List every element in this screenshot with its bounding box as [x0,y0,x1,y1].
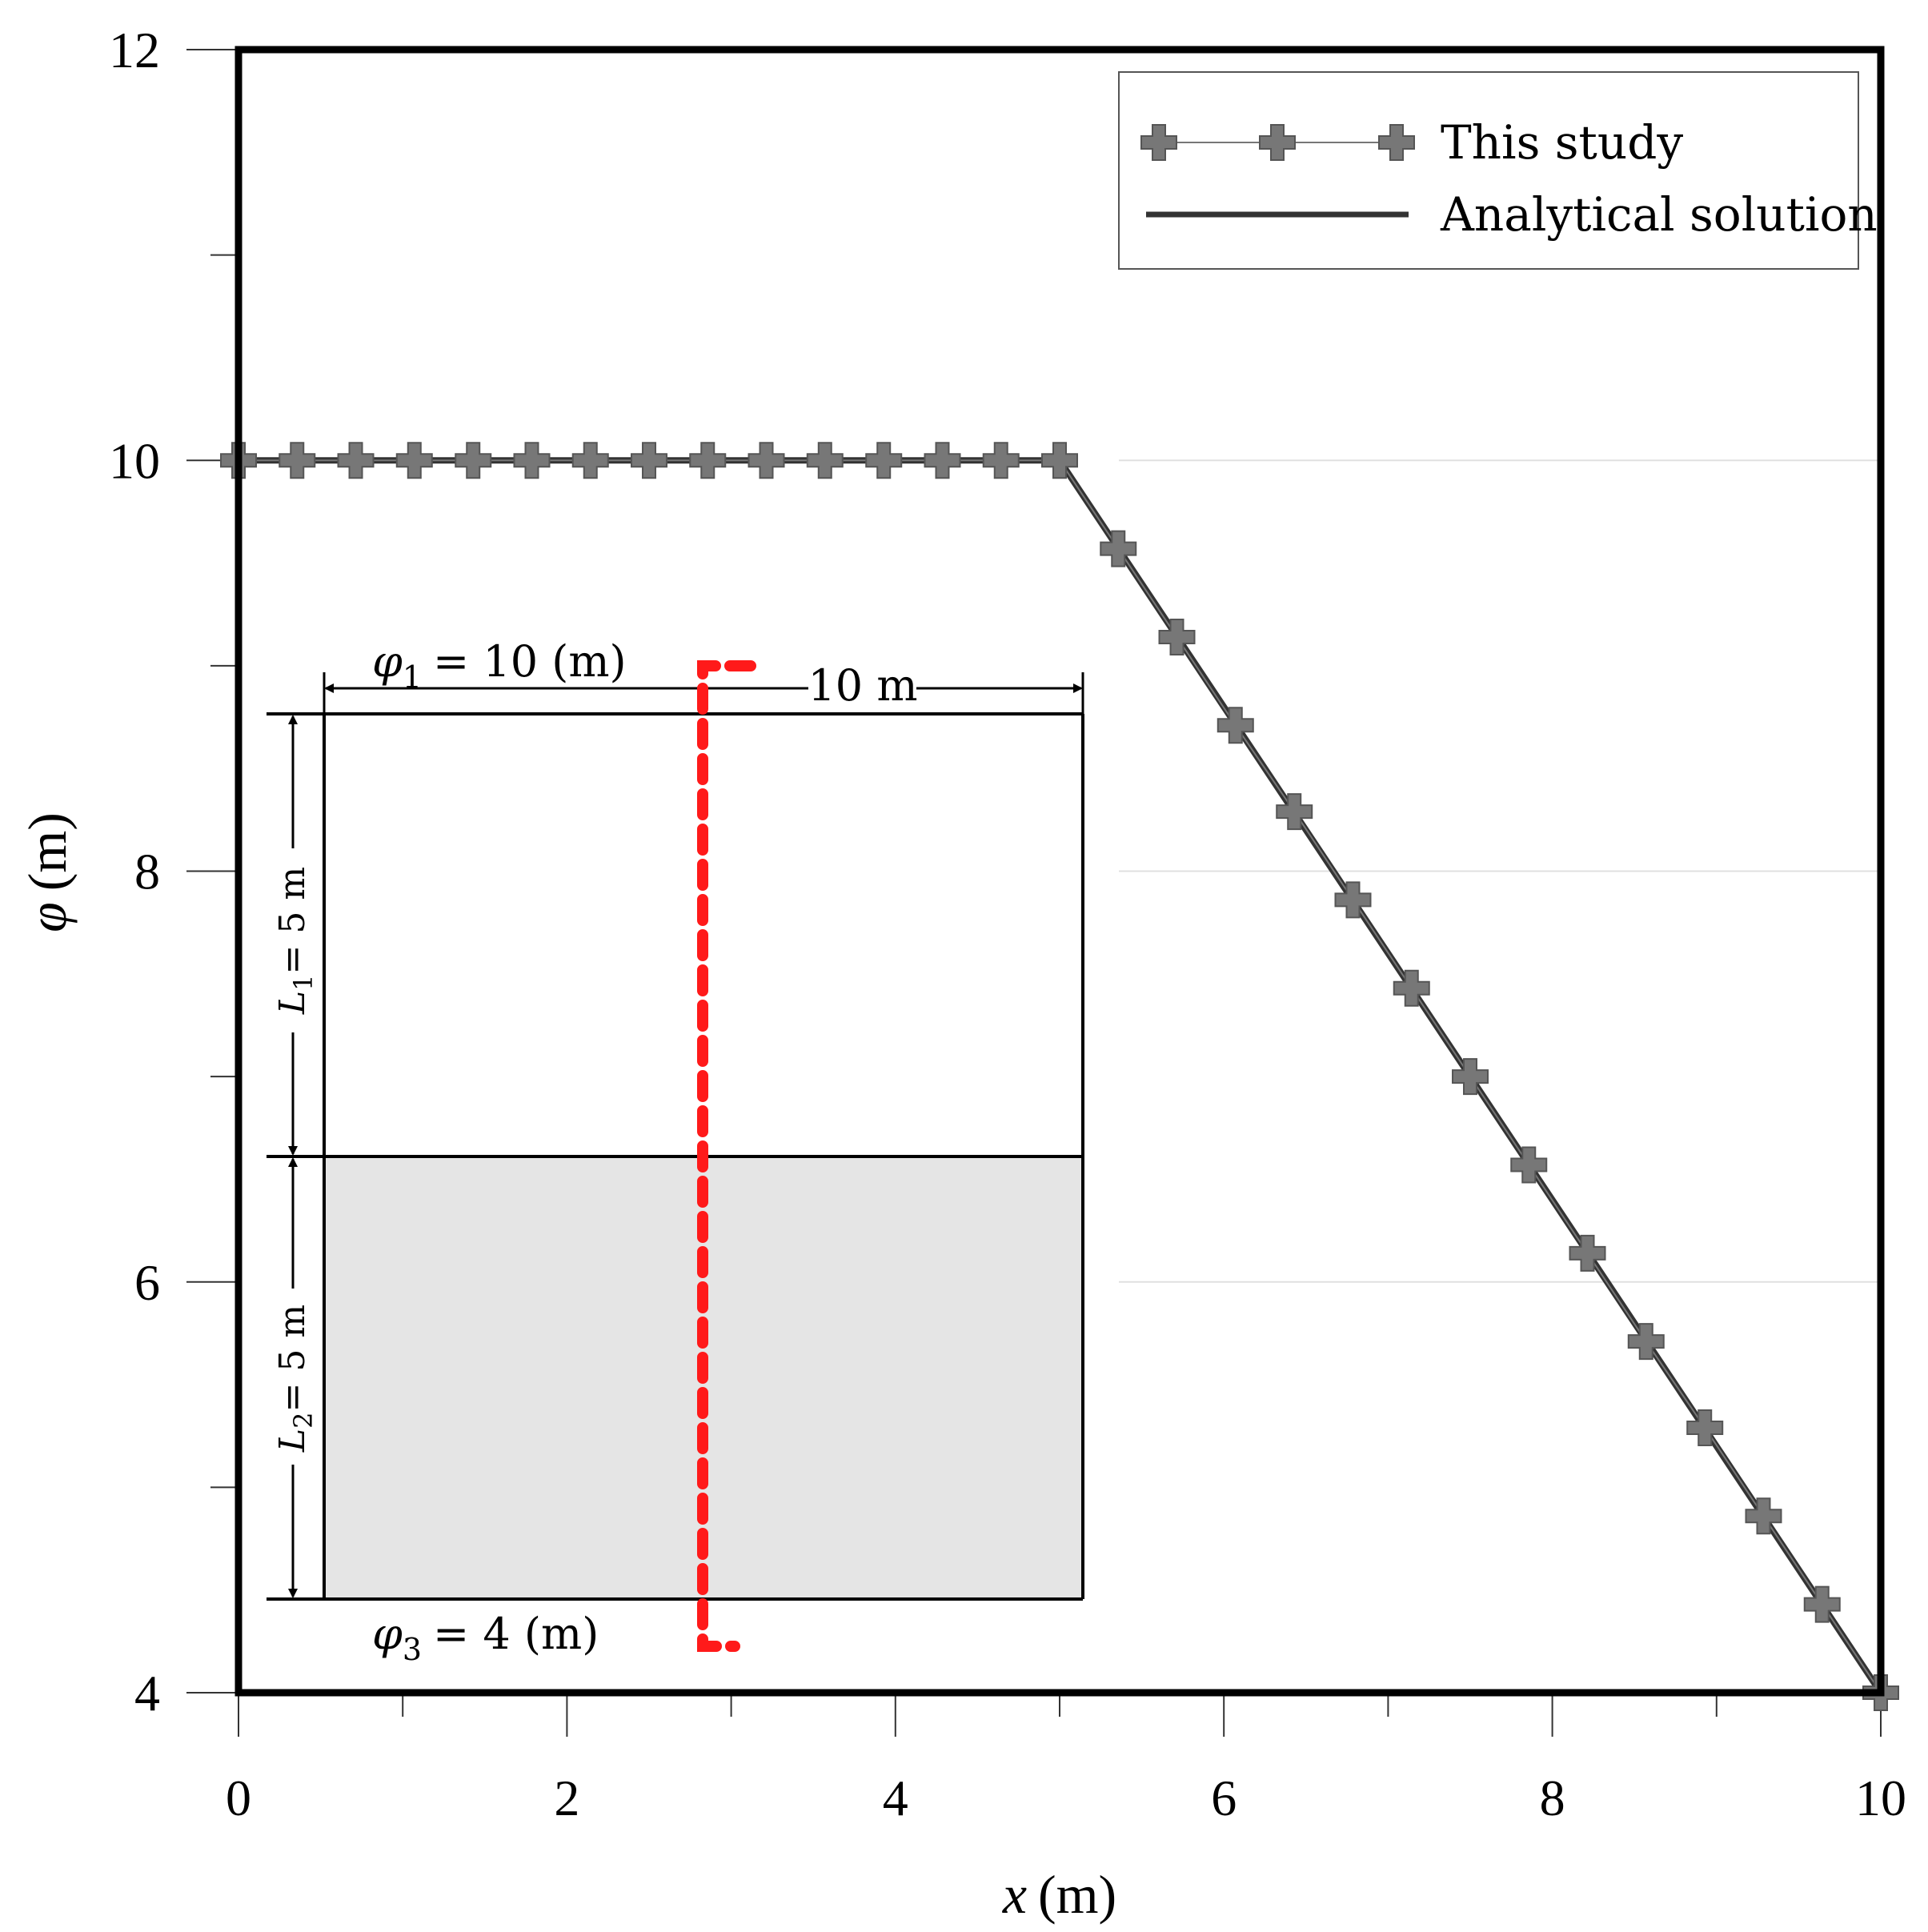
legend-marker-2 [1378,124,1415,161]
x-tick-label-2: 2 [554,1770,579,1826]
this-study-marker-9 [748,442,785,479]
width-label: 10 m [808,660,917,711]
legend-box [1118,71,1859,270]
y-tick-label-12: 12 [109,22,160,78]
this-study-marker-27 [1803,1585,1841,1623]
this-study-marker-25 [1686,1409,1724,1446]
axis-ticks [186,49,1882,1737]
this-study-marker-13 [982,442,1020,479]
this-study-marker-7 [631,442,667,479]
this-study-marker-14 [1041,442,1078,479]
this-study-marker-26 [1745,1497,1782,1535]
tick-labels: 0 2 4 6 8 10 4 6 8 10 12 [109,22,1906,1826]
x-tick-label-10: 10 [1855,1770,1906,1826]
this-study-marker-12 [924,442,961,479]
this-study-marker-22 [1510,1146,1548,1184]
red-dashed-section [697,660,756,1652]
plot-series [220,442,1899,1711]
legend-this-study-label: This study [1441,115,1683,170]
l1-label: L1= 5 m [272,867,319,1015]
legend-analytical-label: Analytical solution [1440,187,1878,242]
legend-marker-0 [1140,124,1177,161]
this-study-marker-19 [1334,881,1372,919]
grid-lines [1119,459,1881,1283]
this-study-marker-18 [1276,793,1313,831]
this-study-marker-10 [806,442,844,479]
y-tick-label-10: 10 [109,432,160,489]
this-study-marker-5 [513,442,551,479]
this-study-marker-16 [1158,618,1196,655]
x-tick-label-8: 8 [1540,1770,1565,1826]
legend-this-study-markers [1140,124,1415,161]
inset-diagram: 10 m φ1 = 10 (m) φ3 = 4 (m) L1= 5 m L2= 5 … [267,636,1084,1667]
this-study-marker-17 [1217,707,1254,744]
this-study-marker-21 [1452,1058,1489,1096]
legend: This study Analytical solution [1118,71,1878,270]
y-tick-label-6: 6 [134,1254,160,1311]
this-study-marker-23 [1569,1234,1606,1272]
y-tick-label-8: 8 [134,844,160,900]
x-axis-title: x (m) [1002,1864,1116,1925]
this-study-marker-6 [571,442,609,479]
this-study-marker-15 [1100,530,1137,567]
this-study-marker-8 [689,442,727,479]
this-study-marker-3 [395,442,433,479]
this-study-marker-11 [865,442,903,479]
this-study-marker-20 [1393,969,1430,1007]
y-axis-title: φ(m) [17,812,78,932]
inset-bottom-label: φ3 = 4 (m) [372,1609,599,1667]
x-tick-label-0: 0 [226,1770,251,1826]
this-study-marker-24 [1627,1323,1665,1361]
x-tick-label-6: 6 [1211,1770,1237,1826]
this-study-marker-4 [455,442,492,479]
y-tick-label-4: 4 [134,1665,160,1722]
plot-frame [234,46,1885,1697]
x-tick-label-4: 4 [883,1770,908,1826]
this-study-marker-1 [279,442,316,479]
inset-top-label: φ1 = 10 (m) [372,636,627,695]
l2-label: L2= 5 m [272,1305,319,1453]
this-study-marker-2 [337,442,375,479]
legend-marker-1 [1259,124,1296,161]
